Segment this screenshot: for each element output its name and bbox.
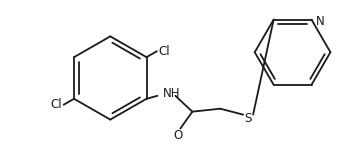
Text: Cl: Cl <box>159 45 170 58</box>
Text: NH: NH <box>163 87 180 100</box>
Text: Cl: Cl <box>50 98 62 111</box>
Text: O: O <box>174 129 183 142</box>
Text: S: S <box>244 112 252 125</box>
Text: N: N <box>315 15 324 28</box>
